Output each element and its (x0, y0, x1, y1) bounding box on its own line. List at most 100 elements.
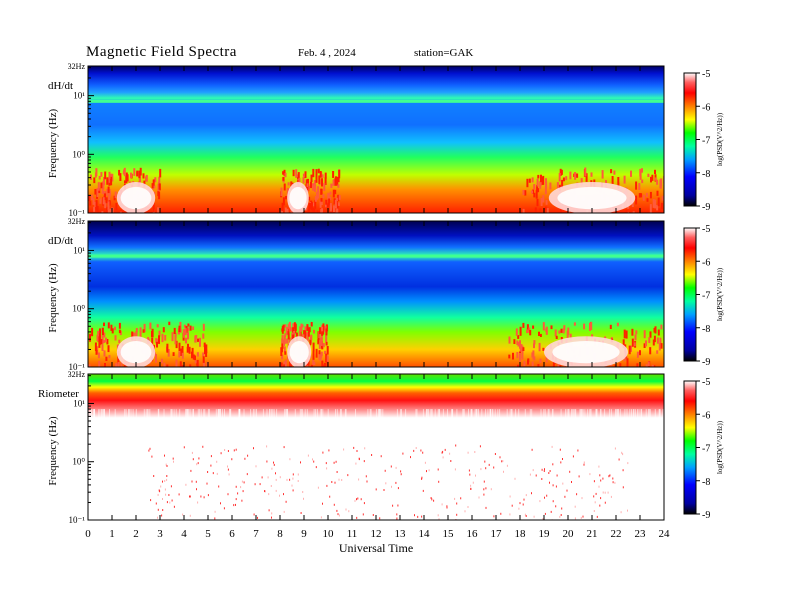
sparse-point (189, 514, 191, 517)
activity-speck (99, 198, 102, 204)
sparse-point (300, 512, 302, 514)
activity-speck (315, 176, 318, 183)
sparse-point (550, 510, 552, 513)
band-streak (379, 409, 381, 422)
sparse-point (574, 517, 576, 520)
activity-speck (540, 198, 543, 206)
activity-speck (533, 184, 536, 190)
activity-speck (512, 352, 514, 360)
activity-speck (652, 199, 655, 208)
colorbar-tick-label: -6 (702, 257, 710, 268)
activity-speck (151, 183, 154, 189)
activity-speck (182, 329, 185, 338)
band-streak (565, 409, 567, 420)
activity-speck (633, 342, 636, 347)
sparse-point (244, 457, 246, 460)
activity-speck (310, 322, 313, 327)
band-streak (416, 409, 418, 425)
sparse-point (157, 508, 159, 511)
activity-speck (103, 350, 106, 357)
band-streak (344, 409, 346, 419)
sparse-point (326, 467, 328, 470)
activity-speck (630, 170, 632, 177)
activity-speck (324, 350, 327, 354)
activity-speck (536, 198, 539, 207)
band-streak (313, 409, 315, 428)
activity-speck (166, 343, 169, 353)
activity-speck (133, 168, 136, 176)
activity-speck (95, 349, 98, 355)
activity-speck (111, 173, 114, 182)
sparse-point (544, 512, 546, 515)
activity-speck (304, 171, 307, 179)
sparse-point (562, 482, 564, 485)
activity-speck (318, 352, 321, 360)
activity-speck (142, 173, 145, 179)
band-streak (173, 409, 175, 430)
activity-speck (638, 193, 641, 198)
band-streak (518, 409, 520, 420)
band-streak (316, 409, 318, 423)
band-streak (531, 409, 533, 422)
band-streak (204, 409, 206, 431)
activity-speck (89, 200, 92, 206)
activity-speck (94, 201, 97, 208)
activity-speck (625, 211, 628, 213)
activity-speck (310, 364, 313, 367)
activity-speck (320, 188, 323, 195)
activity-speck (630, 345, 632, 352)
sparse-point (155, 502, 157, 505)
colorbar-tick-label: -9 (702, 510, 710, 521)
activity-speck (522, 322, 525, 328)
sparse-point (594, 501, 596, 504)
activity-speck (149, 322, 152, 330)
activity-speck (650, 176, 652, 183)
activity-speck (325, 328, 328, 336)
activity-speck (336, 176, 339, 186)
sparse-point (173, 460, 174, 463)
sparse-point (169, 501, 171, 504)
activity-speck (280, 362, 283, 367)
sparse-point (195, 480, 197, 483)
activity-speck (517, 335, 520, 339)
activity-speck (110, 176, 113, 186)
colorbar-tick-label: -7 (702, 136, 710, 147)
sparse-point (253, 447, 254, 450)
sparse-point (228, 473, 230, 476)
sparse-point (410, 456, 411, 459)
band-streak (633, 409, 635, 419)
sparse-point (341, 479, 343, 481)
sparse-point (614, 447, 616, 450)
activity-speck (174, 332, 177, 338)
activity-speck (555, 335, 558, 339)
sparse-point (357, 497, 359, 500)
sparse-point (438, 480, 440, 483)
band-streak (294, 409, 296, 419)
activity-speck (91, 194, 94, 200)
sparse-point (166, 465, 168, 467)
activity-speck (283, 361, 286, 367)
sparse-point (509, 513, 511, 516)
activity-speck (337, 176, 340, 183)
activity-speck (197, 338, 199, 342)
activity-speck (101, 187, 104, 194)
sparse-point (214, 517, 216, 520)
sparse-point (325, 462, 327, 465)
sparse-point (493, 515, 495, 518)
activity-speck (562, 328, 565, 334)
sparse-point (522, 503, 524, 506)
sparse-point (415, 447, 417, 449)
saturated-core (120, 186, 152, 210)
sparse-point (599, 504, 601, 507)
activity-speck (125, 175, 128, 184)
band-streak (540, 409, 542, 419)
activity-speck (133, 332, 136, 336)
y-axis-label: Frequency (Hz) (47, 263, 59, 333)
activity-speck (106, 188, 109, 196)
activity-speck (554, 329, 557, 337)
sparse-point (191, 451, 193, 454)
sparse-point (224, 449, 226, 451)
activity-speck (560, 207, 562, 213)
sparse-point (261, 476, 263, 479)
activity-speck (317, 191, 320, 199)
